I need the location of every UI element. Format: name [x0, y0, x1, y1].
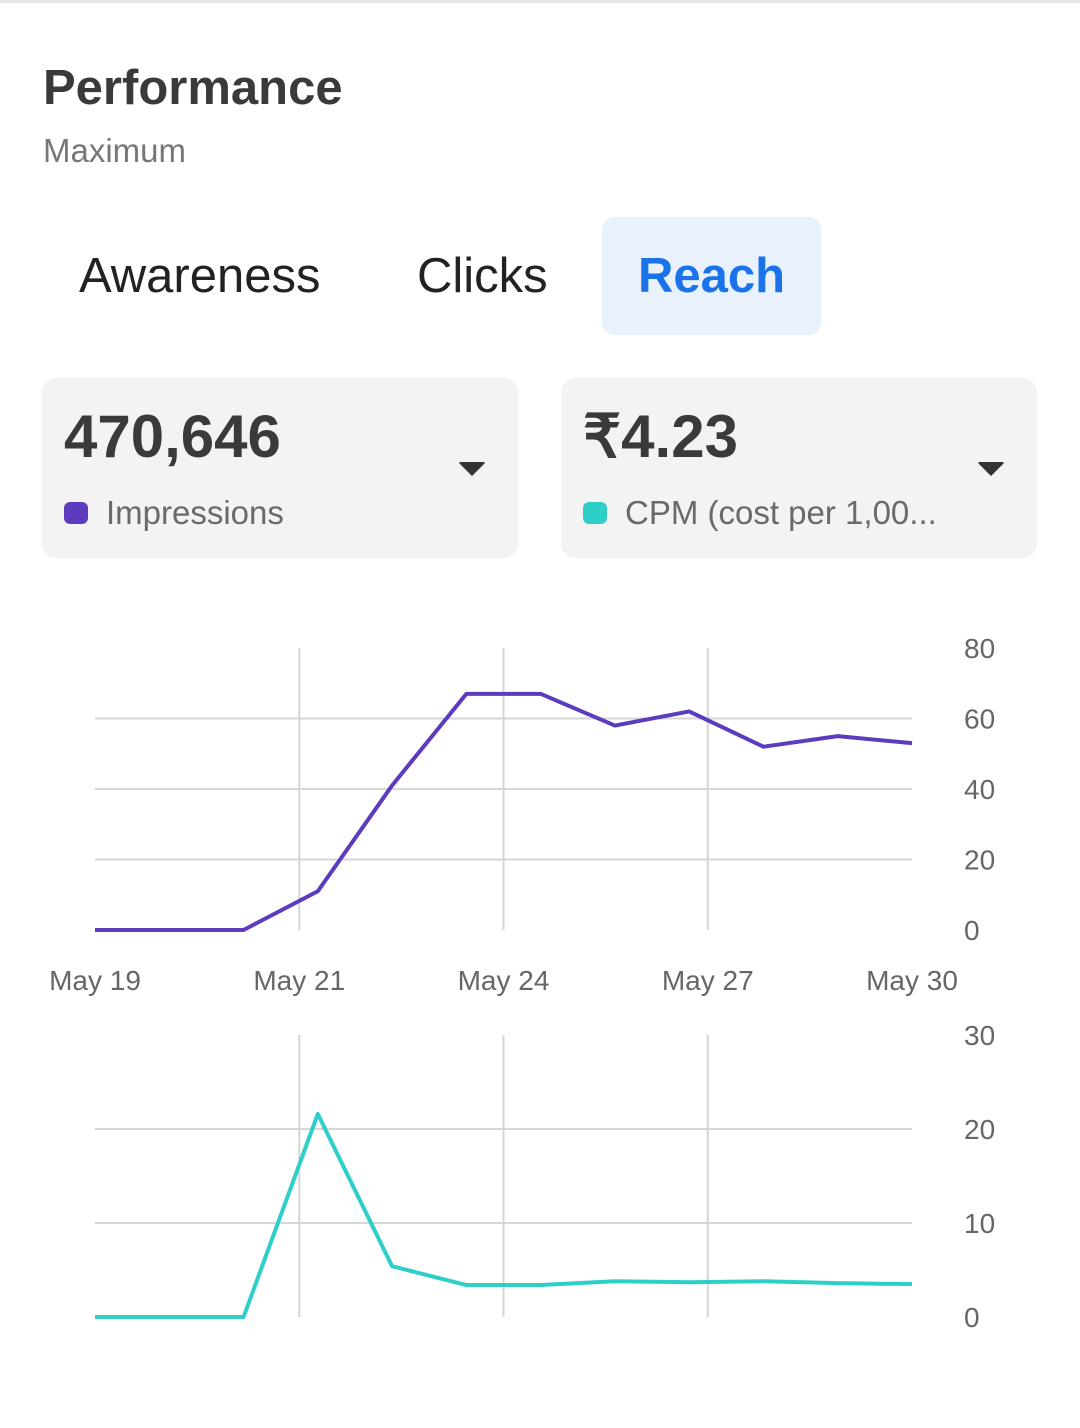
- y-tick-label: 20: [964, 845, 995, 876]
- series-line: [95, 1111, 913, 1319]
- caret-down-icon[interactable]: [458, 462, 486, 476]
- tab-reach[interactable]: Reach: [602, 217, 822, 335]
- metric-value: ₹4.23: [583, 403, 738, 470]
- y-tick-label: 0: [964, 915, 980, 946]
- y-tick-label: 0: [964, 1302, 980, 1333]
- legend-swatch: [64, 502, 88, 524]
- metric-card-impressions[interactable]: 470,646 Impressions: [42, 378, 518, 558]
- y-tick-label: 60: [964, 704, 995, 735]
- y-tick-label: 80: [964, 633, 995, 664]
- metric-label: Impressions: [106, 494, 284, 531]
- x-tick-label: May 21: [253, 965, 345, 996]
- y-tick-label: 40: [964, 774, 995, 805]
- legend-swatch: [583, 502, 607, 524]
- metric-label: CPM (cost per 1,00...: [625, 494, 937, 531]
- y-tick-label: 20: [964, 1114, 995, 1145]
- metric-value: 470,646: [64, 403, 281, 470]
- x-tick-label: May 24: [458, 965, 550, 996]
- tab-awareness[interactable]: Awareness: [79, 249, 321, 303]
- y-tick-label: 10: [964, 1208, 995, 1239]
- page-subtitle: Maximum: [43, 132, 187, 169]
- metric-card-cpm[interactable]: ₹4.23 CPM (cost per 1,00...: [561, 378, 1037, 558]
- page-title: Performance: [43, 61, 343, 115]
- top-divider: [0, 0, 1080, 3]
- series-line: [95, 691, 913, 932]
- tab-clicks[interactable]: Clicks: [417, 249, 548, 303]
- x-tick-label: May 19: [49, 965, 141, 996]
- caret-down-icon[interactable]: [977, 462, 1005, 476]
- x-tick-label: May 27: [662, 965, 754, 996]
- y-tick-label: 30: [964, 1020, 995, 1051]
- x-tick-label: May 30: [866, 965, 958, 996]
